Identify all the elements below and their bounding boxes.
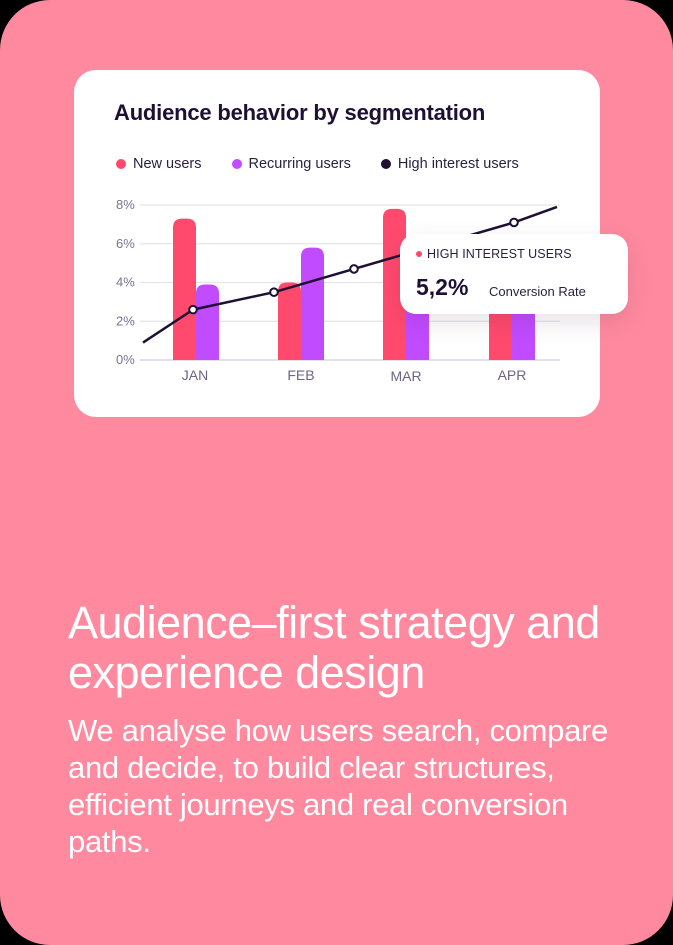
tooltip-metric-label: Conversion Rate [489,284,586,299]
new-users-dot-icon [116,159,126,169]
y-tick-label: 2% [116,313,135,328]
legend-item-high-interest-users: High interest users [380,156,519,172]
legend-item-recurring-users: Recurring users [231,156,351,172]
y-tick-label: 8% [116,197,135,212]
tooltip-dot-icon [416,251,422,257]
x-tick-label: APR [498,367,527,383]
chart-legend: New users Recurring users High interest … [116,156,519,172]
tooltip-header: HIGH INTEREST USERS [416,247,572,261]
recurring-users-dot-icon [231,159,242,169]
tooltip-series-label: HIGH INTEREST USERS [427,247,572,261]
y-tick-label: 0% [116,352,135,367]
line-point [509,217,519,228]
legend-item-new-users: New users [116,156,202,172]
line-point [349,264,359,274]
body-text: We analyse how users search, compare and… [68,713,608,859]
bar-recurring-users [196,284,219,360]
high-interest-line [142,205,558,344]
line-point [269,287,279,297]
bar-new-users [278,282,301,360]
chart-tooltip: HIGH INTEREST USERS 5,2% Conversion Rate [400,234,628,314]
bar-new-users [173,218,196,360]
line-point [188,304,198,315]
headline: Audience–first strategy and experience d… [68,597,600,698]
x-tick-label: MAR [390,368,421,384]
y-axis-ticks: 0% 2% 4% 6% 8% [116,197,135,367]
chart-title: Audience behavior by segmentation [114,100,486,125]
x-tick-label: JAN [182,367,208,383]
chart-plot: 0% 2% 4% 6% 8% JAN FEB MAR APR [116,197,560,384]
y-tick-label: 6% [116,236,135,251]
legend-label: Recurring users [248,156,351,172]
x-tick-label: FEB [287,367,314,383]
x-axis-ticks: JAN FEB MAR APR [182,367,527,384]
legend-label: New users [133,156,202,172]
legend-label: High interest users [397,156,519,172]
tooltip-value: 5,2% [416,274,469,300]
high-interest-users-dot-icon [380,159,391,169]
y-tick-label: 4% [116,275,135,290]
bar-recurring-users [301,247,324,360]
